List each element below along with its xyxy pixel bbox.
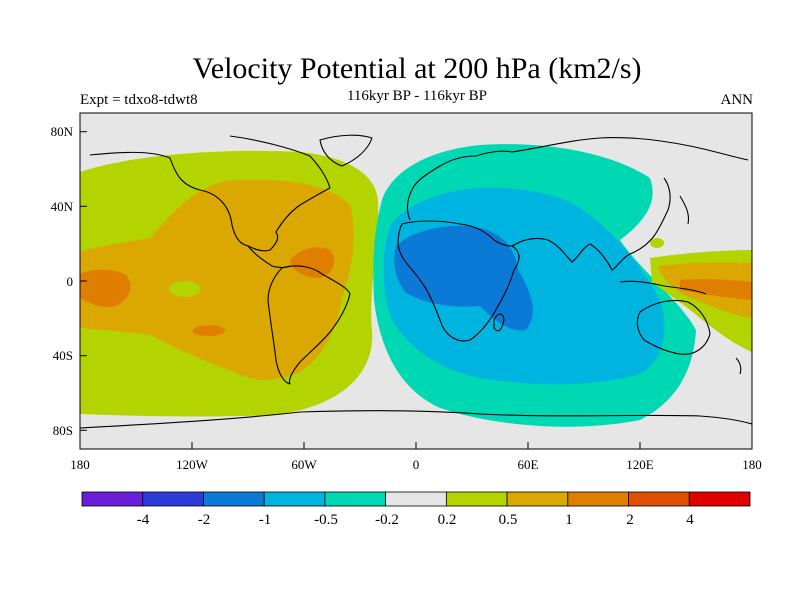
contour-blob-east-asia <box>650 238 664 248</box>
colorbar-swatch <box>688 491 751 507</box>
colorbar-label: -0.2 <box>375 512 399 528</box>
colorbar-label: -4 <box>137 512 150 528</box>
contour-band-1-sam <box>290 247 335 278</box>
x-tick-label: 60E <box>518 457 539 472</box>
coastline-europe <box>406 150 513 221</box>
coastline-africa <box>397 220 520 342</box>
colorbar-label: 4 <box>686 512 694 528</box>
y-axis-ticks <box>80 131 87 431</box>
colorbar-swatch <box>445 491 508 507</box>
contour-hole-0.2 <box>169 281 201 297</box>
y-axis-labels: 80N 40N 0 40S 80S <box>51 124 74 438</box>
y-tick-label: 80S <box>53 423 73 438</box>
x-tick-label: 0 <box>413 457 420 472</box>
page-title: Velocity Potential at 200 hPa (km2/s) <box>192 52 642 85</box>
colorbar-swatch <box>81 491 144 507</box>
coastline-south-america <box>267 265 351 385</box>
colorbar-swatch <box>567 491 629 507</box>
x-tick-label: 120E <box>626 457 654 472</box>
x-axis-labels: 180 120W 60W 0 60E 120E 180 <box>70 457 762 472</box>
y-tick-label: 80N <box>51 124 74 139</box>
season-label: ANN <box>720 92 754 108</box>
coastline-antarctica <box>80 410 752 429</box>
colorbar-label: 0.2 <box>438 512 457 528</box>
coastline-japan <box>679 195 690 225</box>
colorbar-swatch <box>628 491 690 507</box>
coastline-australia <box>636 299 711 355</box>
experiment-label: Expt = tdxo8-tdwt8 <box>80 92 198 108</box>
y-tick-label: 0 <box>67 274 74 289</box>
colorbar-label: -1 <box>259 512 272 528</box>
coastline-new-zealand <box>735 357 742 375</box>
colorbar-labels: -4 -2 -1 -0.5 -0.2 0.2 0.5 1 2 4 <box>137 512 695 528</box>
colorbar-label: 1 <box>565 512 573 528</box>
contour-band-neg-1 <box>394 225 533 331</box>
colorbar-swatch <box>385 491 447 507</box>
coastline-indonesia <box>619 280 707 295</box>
x-tick-label: 60W <box>291 457 317 472</box>
contour-band-wpac-1 <box>680 279 752 300</box>
contour-band-1-west <box>80 269 131 308</box>
colorbar-swatch <box>203 491 265 507</box>
colorbar <box>81 491 751 507</box>
coastline-madagascar <box>493 313 505 332</box>
colorbar-swatch <box>324 491 387 507</box>
coastline-greenland <box>319 134 373 167</box>
y-tick-label: 40N <box>51 199 74 214</box>
contour-band-0.5 <box>80 179 354 380</box>
x-tick-label: 120W <box>176 457 209 472</box>
y-tick-label: 40S <box>53 348 73 363</box>
colorbar-swatch <box>142 491 204 507</box>
colorbar-label: 2 <box>626 512 634 528</box>
colorbar-label: -0.5 <box>314 512 338 528</box>
coastline-asia <box>511 136 749 271</box>
colorbar-swatch <box>506 491 569 507</box>
map-plot-area <box>80 113 752 449</box>
coastline-north-america <box>89 135 331 252</box>
x-tick-label: 180 <box>70 457 90 472</box>
x-axis-ticks <box>79 442 753 449</box>
colorbar-label: -2 <box>198 512 211 528</box>
coastlines <box>80 134 752 429</box>
contour-band-1-spac <box>193 325 226 337</box>
x-tick-label: 180 <box>742 457 762 472</box>
colorbar-label: 0.5 <box>499 512 518 528</box>
colorbar-swatch <box>263 491 326 507</box>
subtitle: 116kyr BP - 116kyr BP <box>346 88 487 104</box>
